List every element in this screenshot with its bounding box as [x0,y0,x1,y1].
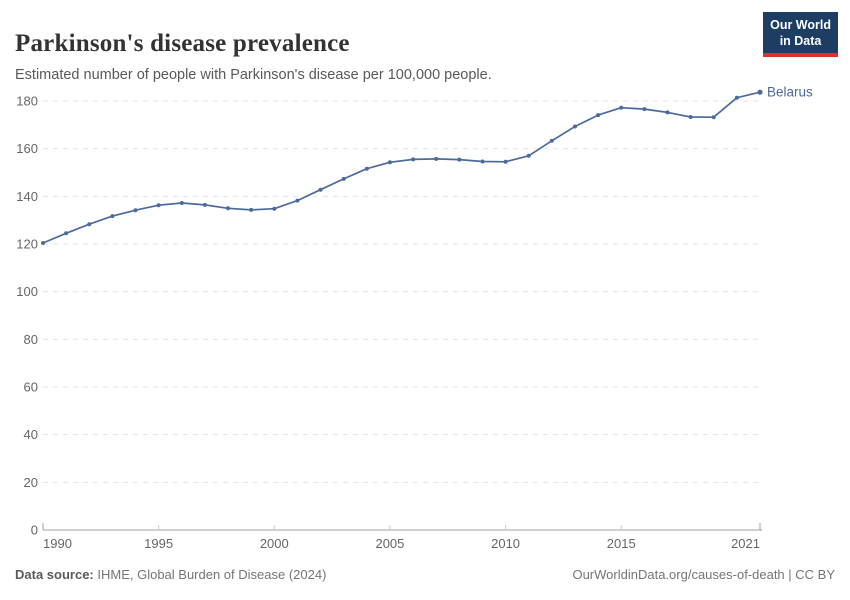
y-tick-label: 40 [24,427,38,442]
data-point [457,157,462,162]
y-tick-label: 140 [16,189,38,204]
data-point [295,198,300,203]
series-line-belarus [42,91,761,244]
credit-line: OurWorldinData.org/causes-of-death | CC … [572,567,835,582]
chart-footer: Data source: IHME, Global Burden of Dise… [15,567,835,582]
x-tick-label: 2000 [260,536,289,551]
data-point [387,160,392,165]
data-point [249,207,254,212]
data-point [156,203,161,208]
data-point [272,206,277,211]
y-tick-label: 160 [16,141,38,156]
y-tick-label: 180 [16,94,38,109]
data-point [596,113,601,118]
owid-logo-line2: in Data [779,34,822,48]
series-end-label: Belarus [767,85,813,100]
data-point [226,206,230,211]
data-point [526,153,531,158]
owid-logo-line1: Our World [770,18,831,32]
data-point [110,214,115,219]
data-point [688,115,693,119]
data-source-value: IHME, Global Burden of Disease (2024) [93,567,327,582]
data-point [341,176,346,181]
data-point [619,105,624,110]
data-point [642,107,647,112]
data-point [480,159,485,164]
x-tick-label: 1990 [43,536,72,551]
y-tick-label: 60 [24,380,38,395]
x-tick-label: 1995 [144,536,173,551]
data-point [202,202,207,207]
y-tick-label: 120 [16,237,38,252]
x-tick-label: 2015 [607,536,636,551]
data-point [757,89,763,95]
data-point [133,208,138,213]
y-tick-label: 0 [31,523,38,538]
data-point [318,187,323,192]
data-point [549,138,554,143]
data-point [364,166,369,171]
x-tick-label: 2010 [491,536,520,551]
data-point [411,157,416,162]
chart-title: Parkinson's disease prevalence [15,29,350,57]
y-tick-label: 20 [24,475,38,490]
data-point [87,222,92,227]
data-point [434,156,439,161]
data-point [64,231,69,236]
data-point [734,95,739,100]
y-tick-label: 100 [16,284,38,299]
data-source: Data source: IHME, Global Burden of Dise… [15,567,326,582]
x-tick-label: 2021 [731,536,760,551]
data-point [503,159,508,164]
y-tick-label: 80 [24,332,38,347]
data-point [179,201,184,205]
data-point [711,115,716,120]
chart-subtitle: Estimated number of people with Parkinso… [15,66,492,83]
owid-logo: Our World in Data [763,12,838,57]
data-point [665,110,670,115]
data-point [41,241,45,245]
x-tick-label: 2005 [375,536,404,551]
data-source-label: Data source: [15,567,94,582]
data-point [573,124,577,129]
